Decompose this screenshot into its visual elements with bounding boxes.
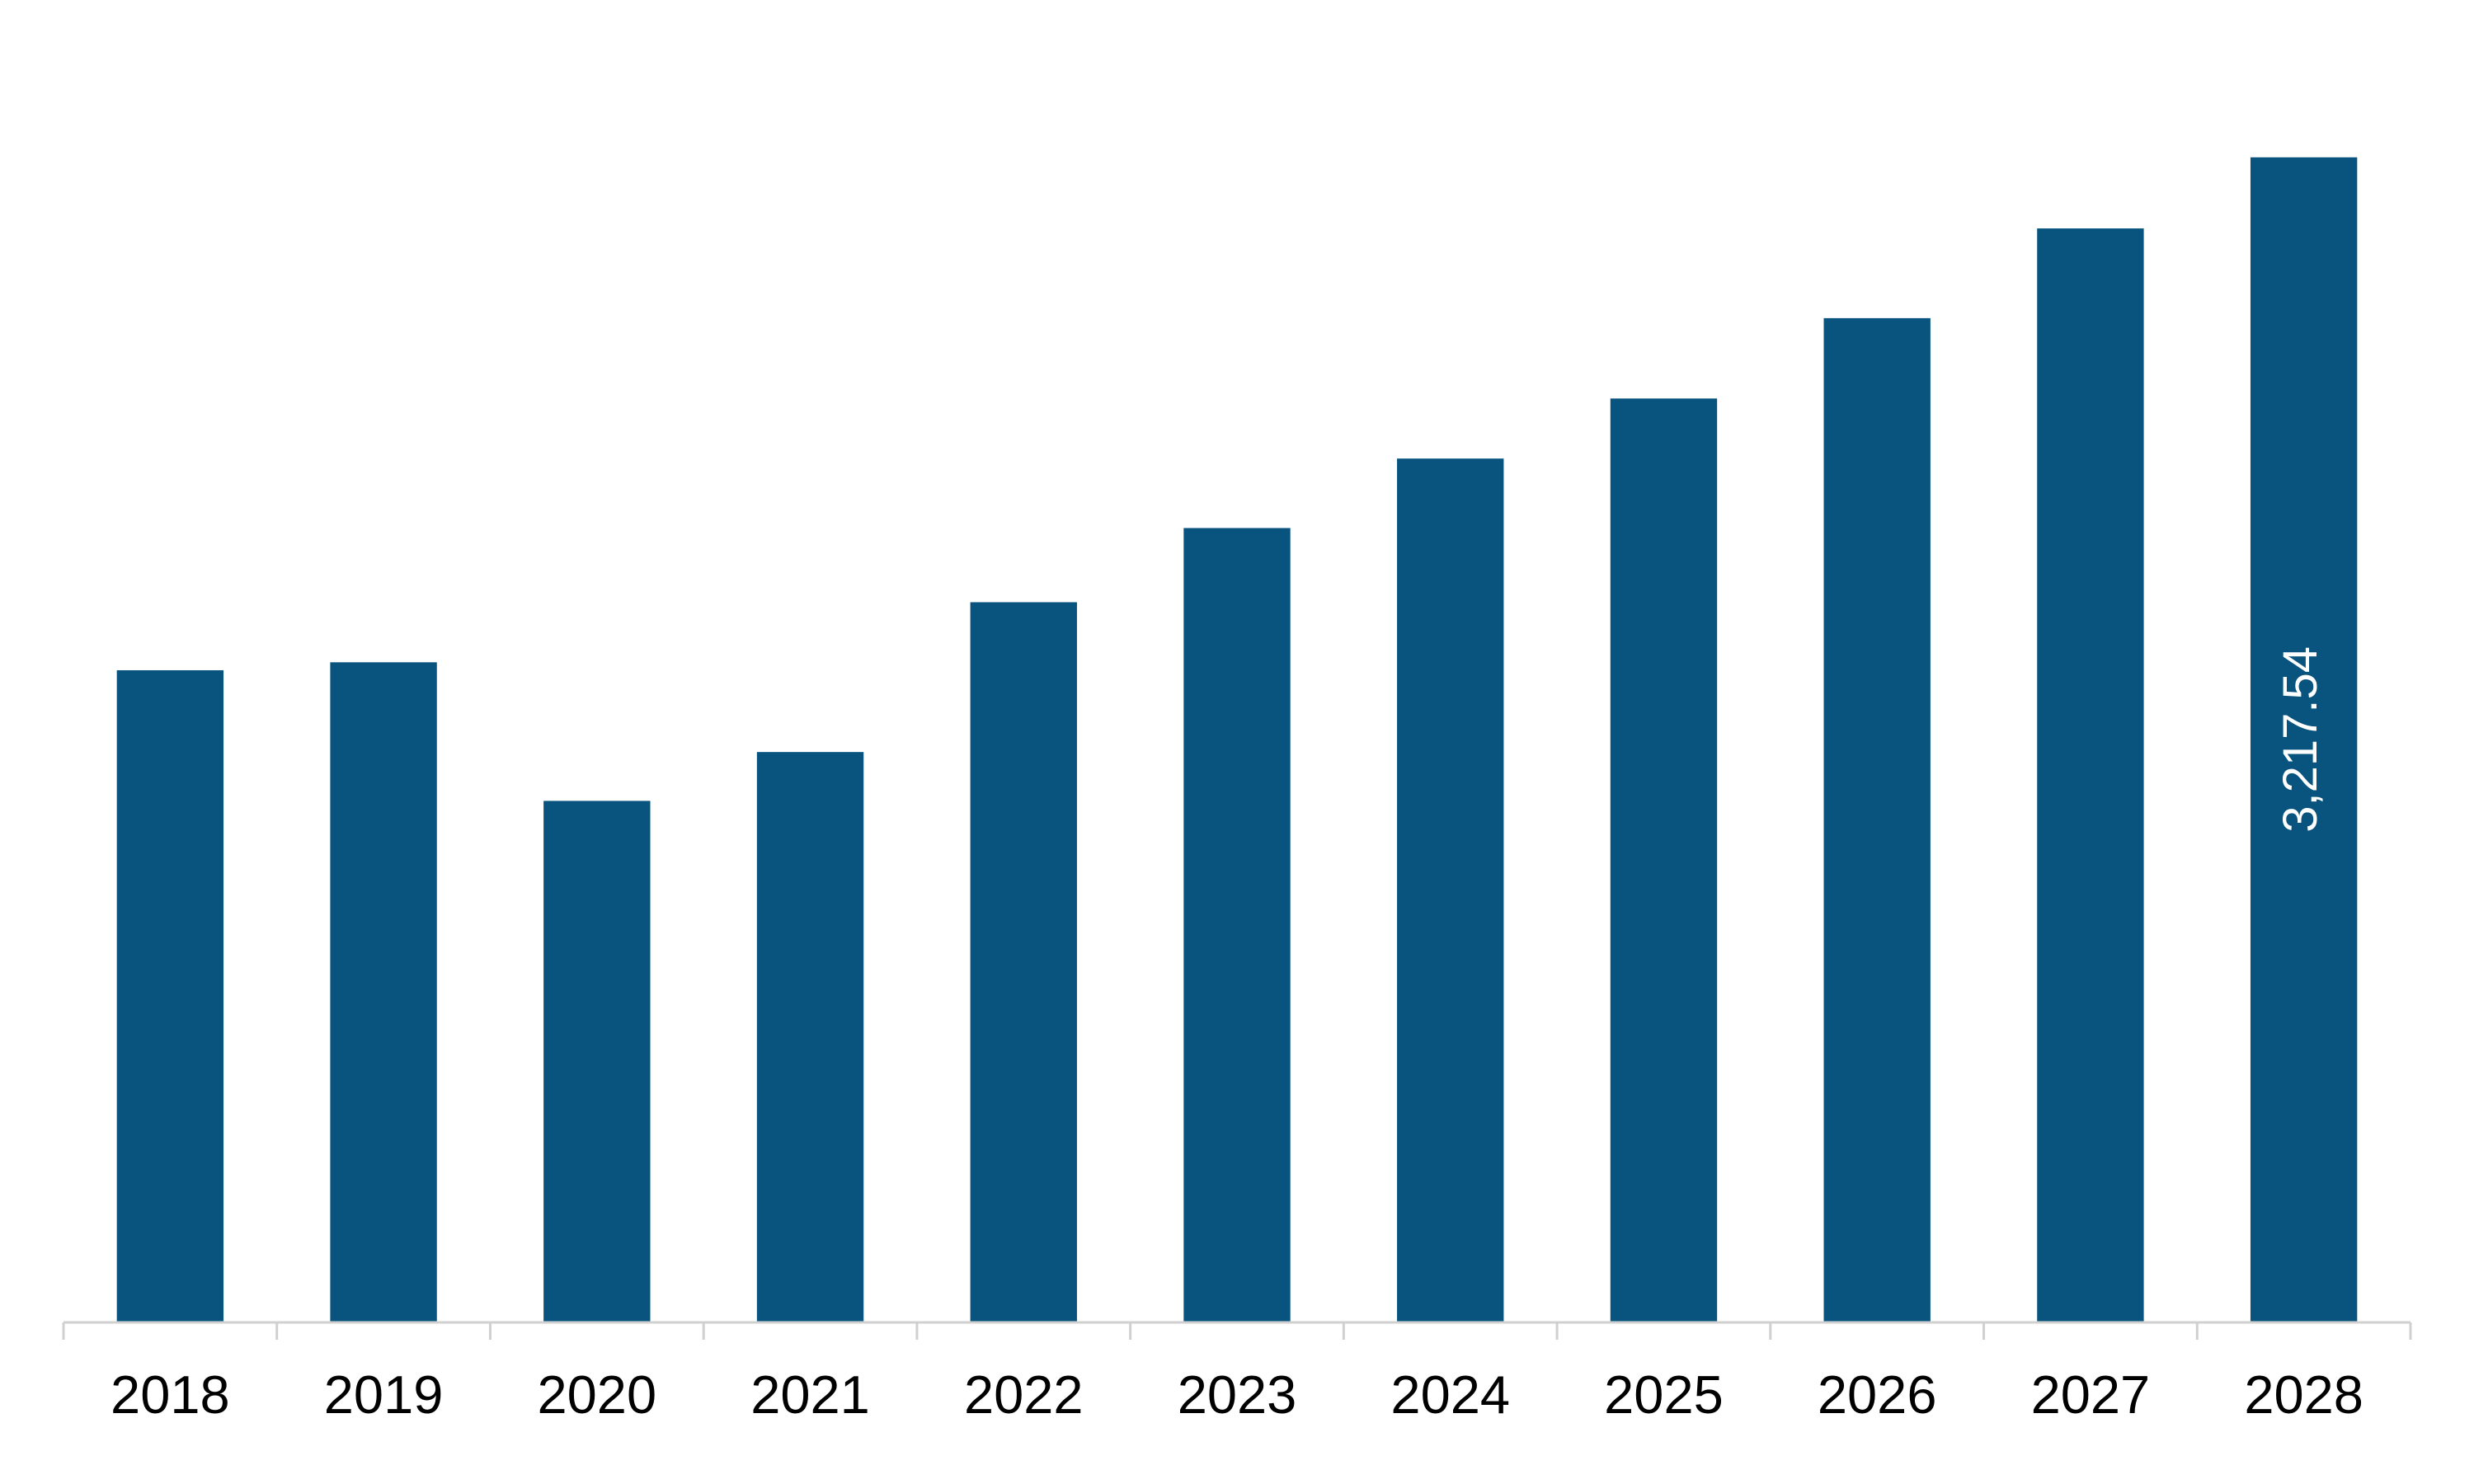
bar	[2250, 157, 2358, 1322]
bar	[1823, 317, 1931, 1322]
bar	[116, 669, 224, 1322]
bar	[756, 752, 864, 1322]
bar	[1610, 398, 1718, 1322]
x-tick-label: 2026	[1818, 1364, 1937, 1425]
x-tick-label: 2021	[750, 1364, 870, 1425]
x-tick-label: 2028	[2244, 1364, 2363, 1425]
x-tick-label: 2018	[111, 1364, 230, 1425]
x-tick-label: 2023	[1178, 1364, 1297, 1425]
x-tick-label: 2027	[2031, 1364, 2151, 1425]
bar	[970, 602, 1077, 1322]
bar	[330, 662, 437, 1322]
x-tick-label: 2019	[324, 1364, 444, 1425]
x-tick-label: 2020	[538, 1364, 657, 1425]
bar	[1183, 528, 1291, 1322]
bar	[2037, 228, 2144, 1322]
bar	[543, 801, 651, 1322]
x-tick-label: 2022	[964, 1364, 1084, 1425]
x-tick-label: 2024	[1390, 1364, 1510, 1425]
bar	[1397, 458, 1504, 1322]
value-label: 3,217.54	[2274, 646, 2327, 833]
x-tick-label: 2025	[1604, 1364, 1724, 1425]
